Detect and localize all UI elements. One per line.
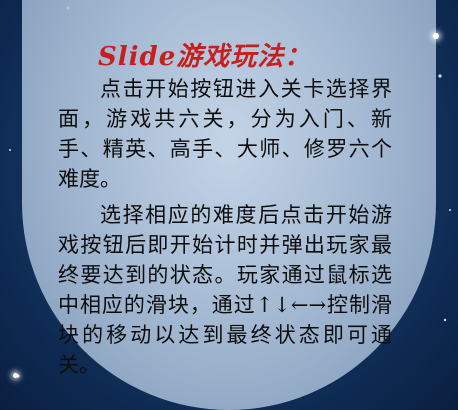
instructions-paragraph-2: 选择相应的难度后点击开始游戏按钮后即开始计时并弹出玩家最终要达到的状态。玩家通过…: [58, 203, 392, 377]
instructions-paragraph-1: 点击开始按钮进入关卡选择界面，游戏共六关，分为入门、新手、精英、高手、大师、修罗…: [58, 77, 392, 191]
instructions-panel: [22, 0, 436, 410]
instructions-title: Slide游戏玩法：: [98, 42, 312, 72]
sparkle-top-right: [433, 33, 439, 39]
instructions-body: 点击开始按钮进入关卡选择界面，游戏共六关，分为入门、新手、精英、高手、大师、修罗…: [58, 74, 392, 386]
sparkle-bottom-left: [13, 373, 18, 378]
